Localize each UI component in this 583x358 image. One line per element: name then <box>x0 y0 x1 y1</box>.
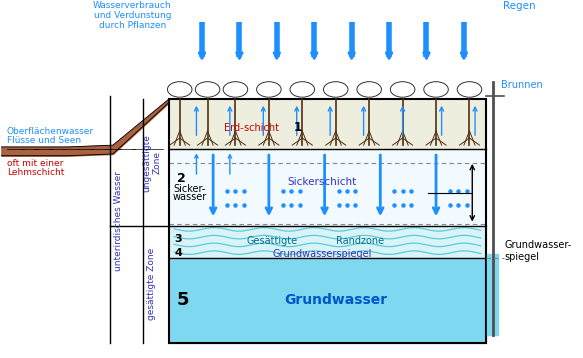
Text: Grundwasser: Grundwasser <box>284 293 387 307</box>
Circle shape <box>391 82 415 97</box>
Text: Grundwasserspiegel: Grundwasserspiegel <box>272 250 371 260</box>
Circle shape <box>290 82 315 97</box>
Circle shape <box>167 82 192 97</box>
Circle shape <box>267 0 300 1</box>
Text: Gesättigte: Gesättigte <box>247 236 298 246</box>
Text: Grundwasser-
spiegel: Grundwasser- spiegel <box>504 240 571 262</box>
Text: 2: 2 <box>177 172 185 185</box>
Circle shape <box>324 82 348 97</box>
Text: unterirdisches Wasser: unterirdisches Wasser <box>114 171 123 271</box>
Circle shape <box>424 82 448 97</box>
Text: ungesättigte
Zone: ungesättigte Zone <box>142 134 161 192</box>
Text: Flüsse und Seen: Flüsse und Seen <box>7 136 81 145</box>
Text: 1: 1 <box>294 121 302 134</box>
Text: Sicker-: Sicker- <box>173 184 205 194</box>
Text: oft mit einer: oft mit einer <box>7 159 64 168</box>
Text: 4: 4 <box>174 248 182 258</box>
Text: 3: 3 <box>174 234 182 244</box>
Text: Sickerschicht: Sickerschicht <box>287 177 356 187</box>
Text: Brunnen: Brunnen <box>501 80 543 90</box>
Text: gesättigte Zone: gesättigte Zone <box>147 248 156 320</box>
Text: wasser: wasser <box>173 192 208 202</box>
Text: schicht: schicht <box>244 122 282 132</box>
Text: Wasserverbrauch
und Verdunstung
durch Pflanzen: Wasserverbrauch und Verdunstung durch Pf… <box>93 1 171 30</box>
Text: Randzone: Randzone <box>336 236 384 246</box>
Text: Erd-: Erd- <box>224 122 244 132</box>
Text: Regen: Regen <box>503 1 536 11</box>
Text: 5: 5 <box>177 291 189 309</box>
Circle shape <box>303 0 335 2</box>
Text: Lehmschicht: Lehmschicht <box>7 168 64 177</box>
Circle shape <box>257 82 281 97</box>
Circle shape <box>223 82 248 97</box>
Bar <box>168 99 486 343</box>
Circle shape <box>195 82 220 97</box>
Circle shape <box>357 82 381 97</box>
Circle shape <box>457 82 482 97</box>
Text: Oberflächenwasser: Oberflächenwasser <box>7 127 94 136</box>
